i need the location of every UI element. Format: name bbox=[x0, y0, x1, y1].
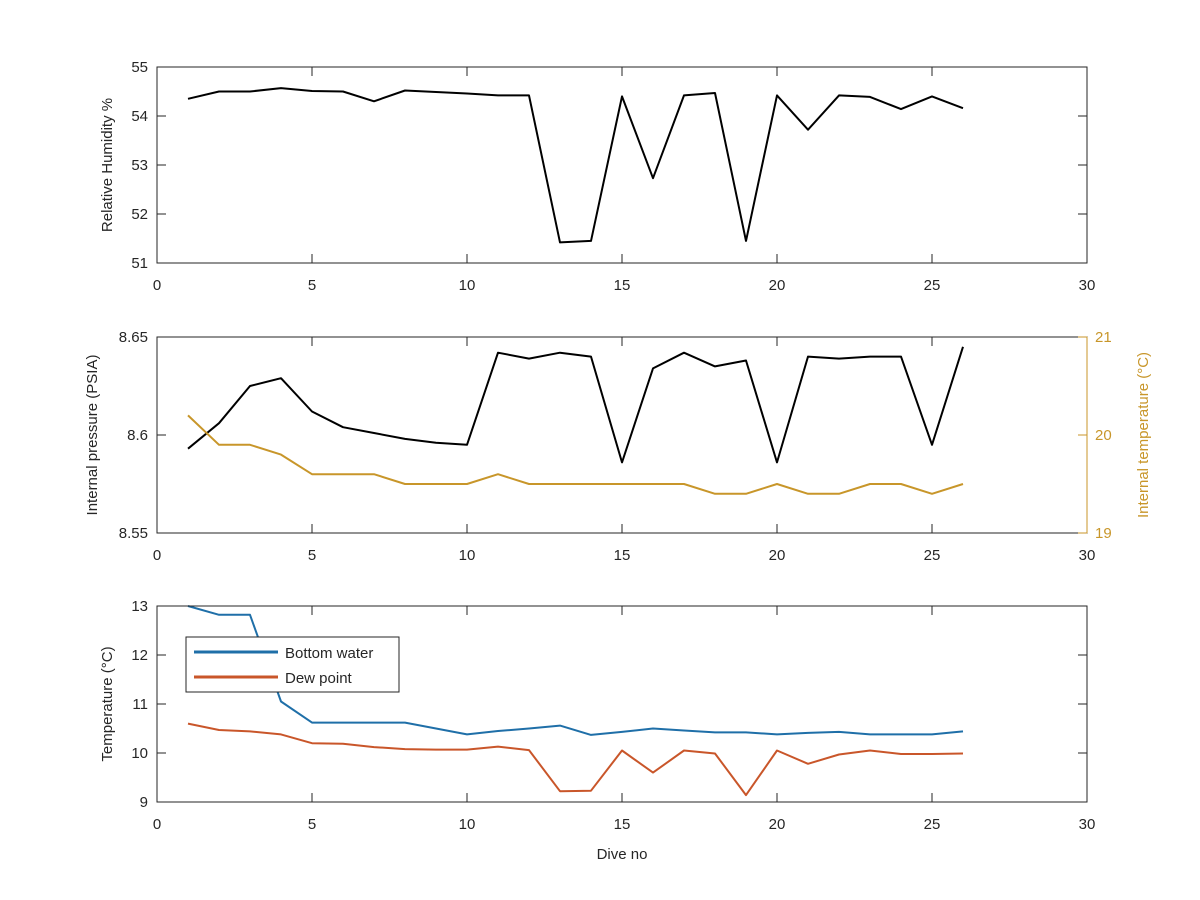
x-tick-label: 15 bbox=[614, 547, 631, 564]
x-axis-label: Dive no bbox=[597, 846, 648, 863]
legend-box bbox=[185, 636, 400, 693]
x-tick-label: 20 bbox=[769, 547, 786, 564]
humidity-plot-area bbox=[187, 87, 964, 244]
x-tick-label: 15 bbox=[614, 816, 631, 833]
x-tick-label: 5 bbox=[308, 816, 316, 833]
pressure-temperature-panel: Internal pressure (PSIA) Internal temper… bbox=[84, 329, 1152, 564]
x-tick-label: 30 bbox=[1079, 547, 1096, 564]
y-tick-label: 8.55 bbox=[119, 525, 148, 542]
series-line-2-1 bbox=[187, 722, 964, 797]
x-tick-label: 0 bbox=[153, 547, 161, 564]
x-tick-label: 20 bbox=[769, 816, 786, 833]
y-tick-label: 53 bbox=[131, 157, 148, 174]
x-tick-label: 10 bbox=[459, 547, 476, 564]
x-tick-label: 15 bbox=[614, 277, 631, 294]
x-tick-label: 25 bbox=[924, 277, 941, 294]
y-tick-label: 10 bbox=[131, 745, 148, 762]
y-tick-label: 13 bbox=[131, 598, 148, 615]
x-tick-label: 0 bbox=[153, 816, 161, 833]
x-tick-label: 5 bbox=[308, 277, 316, 294]
x-tick-label: 25 bbox=[924, 547, 941, 564]
y-tick-label: 8.6 bbox=[127, 427, 148, 444]
legend-label-dew-point: Dew point bbox=[285, 670, 353, 687]
x-tick-label: 5 bbox=[308, 547, 316, 564]
series-line-0-0 bbox=[187, 87, 964, 244]
x-tick-label: 30 bbox=[1079, 277, 1096, 294]
y-tick-label: 52 bbox=[131, 206, 148, 223]
pressure-axes-frame bbox=[156, 336, 1088, 534]
y-tick-label: 11 bbox=[132, 696, 148, 713]
series-line-2-0 bbox=[187, 605, 964, 736]
temperature-plot-area bbox=[187, 605, 964, 797]
humidity-y-label: Relative Humidity % bbox=[99, 98, 116, 232]
x-tick-label: 10 bbox=[459, 816, 476, 833]
humidity-panel: Relative Humidity % 0 5 10 15 20 25 30 51 52 53 54… bbox=[99, 59, 1095, 294]
x-tick-label: 30 bbox=[1079, 816, 1096, 833]
temperature-y-label: Temperature (°C) bbox=[99, 646, 116, 761]
right-y-tick-label: 21 bbox=[1095, 329, 1112, 346]
pressure-plot-area bbox=[187, 346, 964, 495]
y-tick-label: 54 bbox=[131, 108, 148, 125]
y-tick-label: 55 bbox=[131, 59, 148, 76]
series-line-1-0 bbox=[187, 346, 964, 464]
y-tick-label: 51 bbox=[131, 255, 148, 272]
temperature-axes-frame bbox=[156, 605, 1088, 803]
internal-temperature-y-label: Internal temperature (°C) bbox=[1135, 352, 1152, 518]
x-tick-label: 20 bbox=[769, 277, 786, 294]
x-tick-label: 0 bbox=[153, 277, 161, 294]
pressure-y-label: Internal pressure (PSIA) bbox=[84, 355, 101, 516]
legend-label-bottom-water: Bottom water bbox=[285, 645, 373, 662]
right-y-tick-label: 19 bbox=[1095, 525, 1112, 542]
x-tick-label: 25 bbox=[924, 816, 941, 833]
temperature-panel: Temperature (°C) Dive no Bottom water De… bbox=[99, 598, 1095, 863]
y-tick-label: 8.65 bbox=[119, 329, 148, 346]
y-tick-label: 12 bbox=[131, 647, 148, 664]
series-line-1-1 bbox=[187, 414, 964, 495]
right-y-tick-label: 20 bbox=[1095, 427, 1112, 444]
legend: Bottom water Dew point bbox=[185, 636, 400, 693]
x-tick-label: 10 bbox=[459, 277, 476, 294]
y-tick-label: 9 bbox=[140, 794, 148, 811]
